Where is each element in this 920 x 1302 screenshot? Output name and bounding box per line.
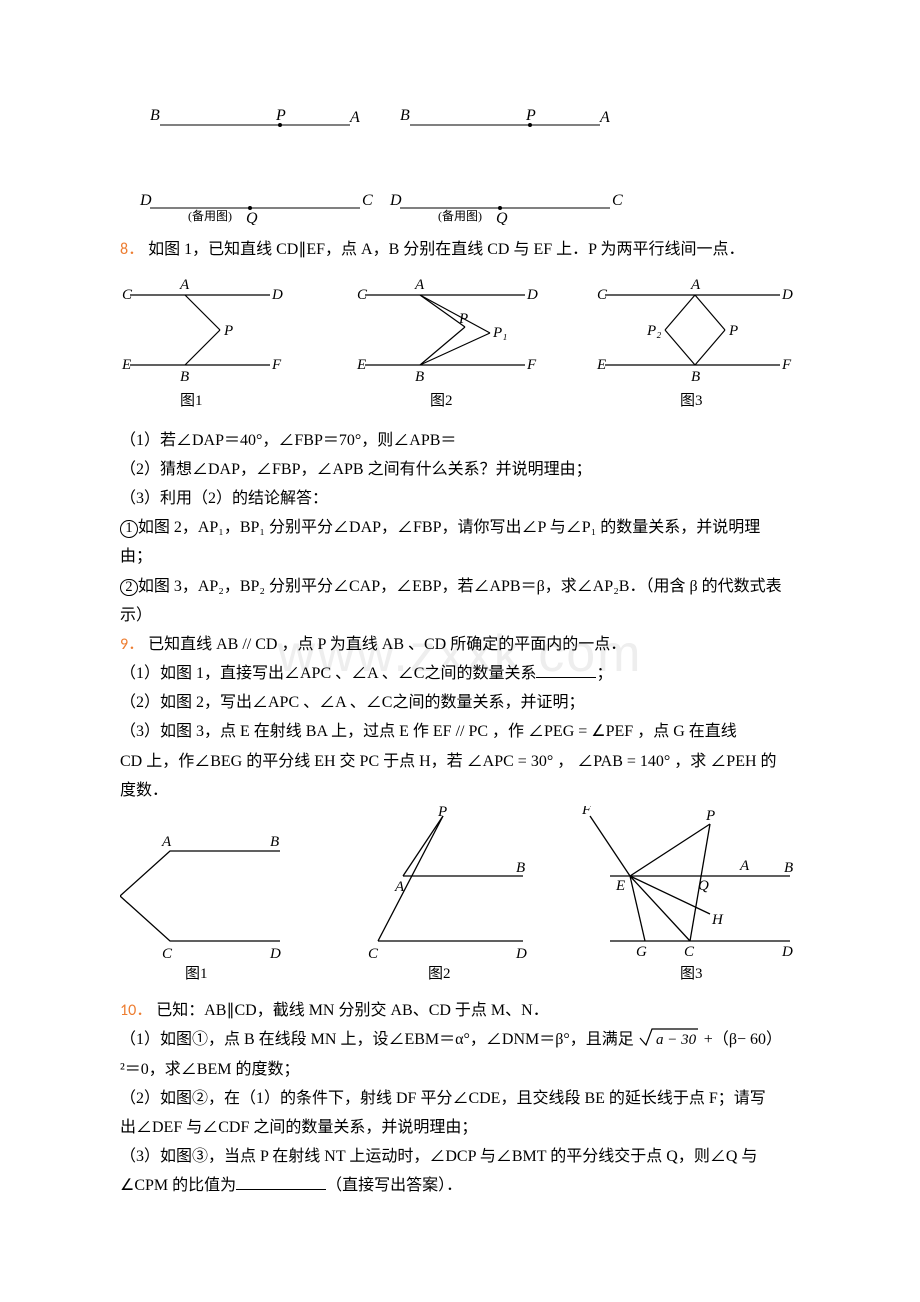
- svg-text:H: H: [711, 912, 724, 928]
- p10-q1b: ²＝0，求∠BEM 的度数；: [120, 1056, 805, 1083]
- svg-text:P₂: P₂: [646, 323, 661, 339]
- svg-text:Q: Q: [496, 210, 508, 225]
- svg-text:图1: 图1: [185, 965, 208, 982]
- p8-q3: （3）利用（2）的结论解答：: [120, 485, 805, 512]
- svg-text:F: F: [581, 806, 592, 818]
- svg-text:(备用图): (备用图): [438, 209, 482, 223]
- svg-text:D: D: [269, 946, 281, 962]
- svg-text:C: C: [368, 946, 379, 962]
- svg-text:P: P: [525, 107, 536, 124]
- p9-num: 9．: [120, 635, 144, 654]
- svg-text:B: B: [400, 107, 410, 124]
- p8-text: 如图 1，已知直线 CD∥EF，点 A，B 分别在直线 CD 与 EF 上．P …: [148, 241, 744, 258]
- svg-text:图2: 图2: [430, 392, 453, 409]
- svg-text:图3: 图3: [680, 965, 703, 982]
- p9-q3c: 度数．: [120, 777, 805, 804]
- p10-q3: ∠CPM 的比值为（直接写出答案）．: [120, 1172, 805, 1199]
- p8-c1: 1如图 2，AP₁，BP₁ 分别平分∠DAP，∠FBP，请你写出∠P 与∠P₁ …: [120, 514, 805, 541]
- svg-text:C: C: [162, 946, 173, 962]
- sqrt-expr: a − 30: [638, 1031, 704, 1048]
- svg-text:C: C: [612, 192, 623, 209]
- svg-text:C: C: [684, 944, 695, 960]
- p8-stem: 8． 如图 1，已知直线 CD∥EF，点 A，B 分别在直线 CD 与 EF 上…: [120, 236, 805, 263]
- svg-text:B: B: [415, 369, 424, 385]
- svg-text:图1: 图1: [180, 392, 203, 409]
- svg-text:D: D: [515, 946, 527, 962]
- p9-figs: A B P C D 图1 P A B C D 图2 F P E A B Q H …: [120, 806, 805, 995]
- svg-text:A: A: [414, 277, 425, 293]
- svg-text:D: D: [781, 287, 793, 303]
- svg-text:F: F: [271, 357, 282, 373]
- svg-text:B: B: [270, 834, 279, 850]
- p10-q2a: （2）如图②，在（1）的条件下，射线 DF 平分∠CDE，且交线段 BE 的延长…: [120, 1085, 805, 1112]
- svg-text:F: F: [781, 357, 792, 373]
- p8-q2: （2）猜想∠DAP，∠FBP，∠APB 之间有什么关系？并说明理由；: [120, 456, 805, 483]
- svg-text:D: D: [139, 192, 152, 209]
- svg-text:A: A: [599, 109, 610, 126]
- p8-figs: C D E F A B P 图1 C D E F A B P P₁ 图2 C D…: [120, 265, 805, 424]
- svg-text:A: A: [161, 834, 172, 850]
- svg-text:E: E: [596, 357, 606, 373]
- svg-text:E: E: [121, 357, 131, 373]
- svg-text:P: P: [437, 806, 447, 820]
- svg-text:C: C: [122, 287, 133, 303]
- p10-q2b: 出∠DEF 与∠CDF 之间的数量关系，并说明理由；: [120, 1114, 805, 1141]
- svg-text:图2: 图2: [428, 965, 451, 982]
- svg-text:D: D: [389, 192, 402, 209]
- svg-text:A: A: [179, 277, 190, 293]
- svg-text:P₁: P₁: [492, 325, 507, 341]
- blank: [236, 1173, 326, 1190]
- p9-q3b: CD 上，作∠BEG 的平分线 EH 交 PC 于点 H，若 ∠APC = 30…: [120, 748, 805, 775]
- svg-text:G: G: [636, 944, 647, 960]
- svg-text:(备用图): (备用图): [188, 209, 232, 223]
- svg-text:F: F: [526, 357, 537, 373]
- fig7-spare: B P A B P A D Q C (备用图) D Q C (备用图): [120, 90, 805, 234]
- p10-q1: （1）如图①，点 B 在线段 MN 上，设∠EBM＝α°，∠DNM＝β°，且满足…: [120, 1026, 805, 1053]
- svg-text:B: B: [784, 860, 793, 876]
- p10-stem: 10． 已知：AB∥CD，截线 MN 分别交 AB、CD 于点 M、N．: [120, 997, 805, 1024]
- svg-text:B: B: [691, 369, 700, 385]
- svg-text:A: A: [394, 879, 405, 895]
- svg-text:D: D: [781, 944, 793, 960]
- p8-c2: 2如图 3，AP₂，BP₂ 分别平分∠CAP，∠EBP，若∠APB＝β，求∠AP…: [120, 573, 805, 600]
- blank: [536, 661, 596, 678]
- p9-q2: （2）如图 2，写出∠APC 、∠A 、∠C之间的数量关系，并证明；: [120, 689, 805, 716]
- svg-text:P: P: [275, 107, 286, 124]
- svg-text:D: D: [271, 287, 283, 303]
- svg-text:C: C: [362, 192, 373, 209]
- svg-text:E: E: [356, 357, 366, 373]
- svg-text:A: A: [690, 277, 701, 293]
- svg-text:P: P: [728, 323, 738, 339]
- p10-num: 10．: [120, 1001, 152, 1020]
- p9-stem: 9． 已知直线 AB // CD ，点 P 为直线 AB 、CD 所确定的平面内…: [120, 631, 805, 658]
- p9-q1: （1）如图 1，直接写出∠APC 、∠A 、∠C之间的数量关系；: [120, 660, 805, 687]
- svg-text:A: A: [349, 109, 360, 126]
- p9-q3a: （3）如图 3，点 E 在射线 BA 上，过点 E 作 EF // PC ，作 …: [120, 718, 805, 745]
- p8-num: 8．: [120, 240, 144, 259]
- p8-c1b: 由；: [120, 543, 805, 570]
- svg-text:B: B: [516, 860, 525, 876]
- svg-text:E: E: [615, 878, 625, 894]
- svg-text:图3: 图3: [680, 392, 703, 409]
- svg-text:C: C: [357, 287, 368, 303]
- svg-text:P: P: [458, 311, 468, 327]
- p8-q1: （1）若∠DAP＝40°，∠FBP＝70°，则∠APB＝: [120, 427, 805, 454]
- svg-text:P: P: [705, 808, 715, 824]
- svg-text:Q: Q: [698, 878, 709, 894]
- svg-text:Q: Q: [246, 210, 258, 225]
- svg-text:a − 30: a − 30: [656, 1032, 697, 1048]
- svg-text:D: D: [526, 287, 538, 303]
- svg-text:A: A: [739, 858, 750, 874]
- svg-text:P: P: [223, 323, 233, 339]
- svg-text:B: B: [150, 107, 160, 124]
- svg-text:B: B: [180, 369, 189, 385]
- p8-c2b: 示）: [120, 602, 805, 629]
- svg-text:C: C: [597, 287, 608, 303]
- p10-q3a: （3）如图③，当点 P 在射线 NT 上运动时，∠DCP 与∠BMT 的平分线交…: [120, 1143, 805, 1170]
